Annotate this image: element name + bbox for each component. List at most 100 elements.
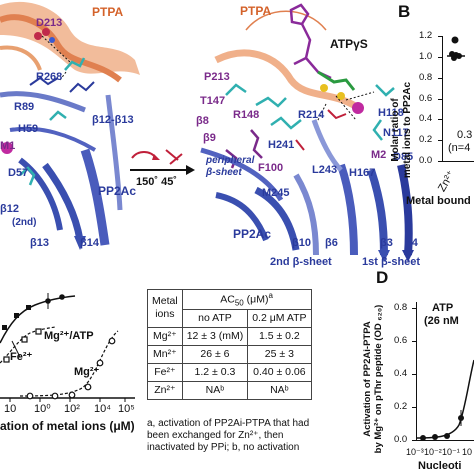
d57-label: D57 <box>8 167 29 179</box>
b3-label: β3 <box>380 237 393 249</box>
panel-b-annot2: (n=4 <box>448 142 471 154</box>
panel-d-xtick-3: 10 <box>462 447 473 457</box>
f100-label: F100 <box>258 162 284 174</box>
ion-cell: Mn²⁺ <box>147 344 183 364</box>
metal-activation-table: Metal ions AC50 (μM)a no ATP 0.2 μM ATP … <box>147 289 312 400</box>
panel-b-ytick-mark <box>438 56 442 58</box>
panel-d-ylabel-line2: by Mg²⁺ on pThr peptide (OD ₆₂₀) <box>373 304 384 454</box>
b12-b13-label: β12-β13 <box>92 114 134 126</box>
structure-left-illustration <box>0 1 140 250</box>
b4-label: β4 <box>405 237 418 249</box>
peripheral-label: peripheral <box>206 155 255 166</box>
atp-cell: 1.5 ± 0.2 <box>247 326 312 346</box>
ion-cell: Mg²⁺ <box>147 326 183 346</box>
ion-cell: Zn²⁺ <box>147 380 183 400</box>
panel-d-ytick: 0.8 <box>394 302 408 313</box>
peripheral-beta-sheet-label: β-sheet <box>206 167 242 178</box>
panel-d-ytick-mark <box>412 374 416 375</box>
panel-d-xaxis <box>416 440 474 441</box>
curve-mg-atp-label: Mg²⁺/ATP <box>44 330 94 342</box>
m2-label: M2 <box>371 149 387 161</box>
panel-d-atp-label: ATP <box>432 302 454 314</box>
ac50-sub: 50 <box>234 298 244 308</box>
panel-d-ytick-mark <box>412 308 416 309</box>
no-atp-cell: 1.2 ± 0.3 <box>181 362 249 382</box>
pp2ac-label-left: PP2Ac <box>98 184 137 198</box>
no-atp-cell: 12 ± 3 (mM) <box>181 326 249 346</box>
panel-b-ytick-mark <box>438 140 442 142</box>
panel-b-xaxis <box>442 161 474 162</box>
footnote-line2: been exchanged for Zn²⁺, then <box>147 430 284 441</box>
panel-c-xlabel: ation of metal ions (μM) <box>0 419 135 433</box>
ion-cell: Fe²⁺ <box>147 362 183 382</box>
b13-label: β13 <box>30 237 49 249</box>
table-row: Fe²⁺ 1.2 ± 0.3 0.40 ± 0.06 <box>147 362 312 382</box>
structure-right-illustration <box>200 3 414 262</box>
h167-label: H167 <box>349 167 376 179</box>
r148-label: R148 <box>233 109 260 121</box>
panel-c-xtick-0: 10 <box>4 403 17 415</box>
rotation-arrow <box>130 149 195 175</box>
b12-label: β12 <box>0 203 19 215</box>
ptpa-label-left: PTPA <box>92 5 124 19</box>
p213-label: P213 <box>204 71 230 83</box>
r89-label: R89 <box>14 101 35 113</box>
no-atp-cell: 26 ± 6 <box>181 344 249 364</box>
d85-label: D85 <box>393 151 414 163</box>
panel-d-letter: D <box>376 268 389 287</box>
table-header-row: Metal ions AC50 (μM)a <box>147 289 312 328</box>
panel-d-curve <box>417 359 474 441</box>
metal-header-line1: Metal <box>152 295 178 308</box>
ac50-sup: a <box>268 291 273 300</box>
panel-b-ytick-mark <box>438 77 442 79</box>
panel-b-ytick-mark <box>438 36 442 37</box>
l243-label: L243 <box>312 164 338 176</box>
panel-b-ytick-mark <box>438 119 442 121</box>
panel-c-chart <box>0 293 135 402</box>
no-atp-cell: NAᵇ <box>181 380 249 400</box>
ac50-text: AC <box>220 293 235 306</box>
panel-b-xcat: Zn²⁺ <box>435 168 458 194</box>
table-row: Mg²⁺ 12 ± 3 (mM) 1.5 ± 0.2 <box>147 326 312 346</box>
first-beta-sheet-label: 1st β-sheet <box>362 256 421 268</box>
b9-label: β9 <box>203 132 216 144</box>
panel-b-ytick-mark <box>438 98 442 100</box>
rotation-label: 150˚ 45˚ <box>136 176 177 188</box>
table-footnote: a, activation of PP2Ai-PTPA that had bee… <box>147 418 309 454</box>
panel-b-annot1: 0.3 <box>457 129 473 141</box>
panel-d-atp-conc: (26 nM <box>424 315 459 327</box>
table-row: Mn²⁺ 26 ± 6 25 ± 3 <box>147 344 312 364</box>
b8-label: β8 <box>196 115 209 127</box>
panel-b-ylabel-line2: metal ions to PP2Ac <box>402 81 413 179</box>
panel-d-ylabel: Activation of PP2Ai-PTPA by Mg²⁺ on pThr… <box>360 290 386 470</box>
t147-label: T147 <box>200 95 226 107</box>
m245-label: M245 <box>262 187 290 199</box>
atp-cell: 25 ± 3 <box>247 344 312 364</box>
curve-fe-label: Fe²⁺ <box>10 351 33 363</box>
pp2ac-label-right: PP2Ac <box>233 227 272 241</box>
panel-d-xtick-1: 10⁻² <box>424 447 442 457</box>
h241-label: H241 <box>268 139 295 151</box>
b10-label: β10 <box>292 237 311 249</box>
panel-d-ytick: 0.2 <box>394 401 408 412</box>
panel-b-ylabel: Molar ratio of metal ions to PP2Ac <box>390 60 413 190</box>
panel-d-ylabel-line1: Activation of PP2Ai-PTPA <box>362 321 373 437</box>
b14-label: β14 <box>80 237 99 249</box>
table-row: Zn²⁺ NAᵇ NAᵇ <box>147 380 312 400</box>
ptpa-label-right: PTPA <box>240 4 272 18</box>
r268-label: R268 <box>36 71 63 83</box>
panel-c-xtick-4: 10⁵ <box>118 403 135 415</box>
no-atp-header: no ATP <box>181 308 249 328</box>
footnote-line3: inactivated by PPi; b, no activation <box>147 442 300 453</box>
panel-b-ytick: 1.2 <box>419 30 433 41</box>
panel-b-ytick: 0.8 <box>419 71 433 83</box>
ac50-header: AC50 (μM)a <box>181 289 312 310</box>
panel-d-ytick: 0.0 <box>394 434 408 445</box>
n117-label: N117 <box>383 127 409 139</box>
panel-b-ylabel-line1: Molar ratio of <box>390 98 401 162</box>
b6-label: β6 <box>325 237 338 249</box>
m1-label: M1 <box>0 140 16 152</box>
curve-mg-label: Mg²⁺ <box>74 366 100 378</box>
panel-b-ytick-mark <box>438 161 442 162</box>
panel-d-xlabel: Nucleoti <box>418 460 462 472</box>
